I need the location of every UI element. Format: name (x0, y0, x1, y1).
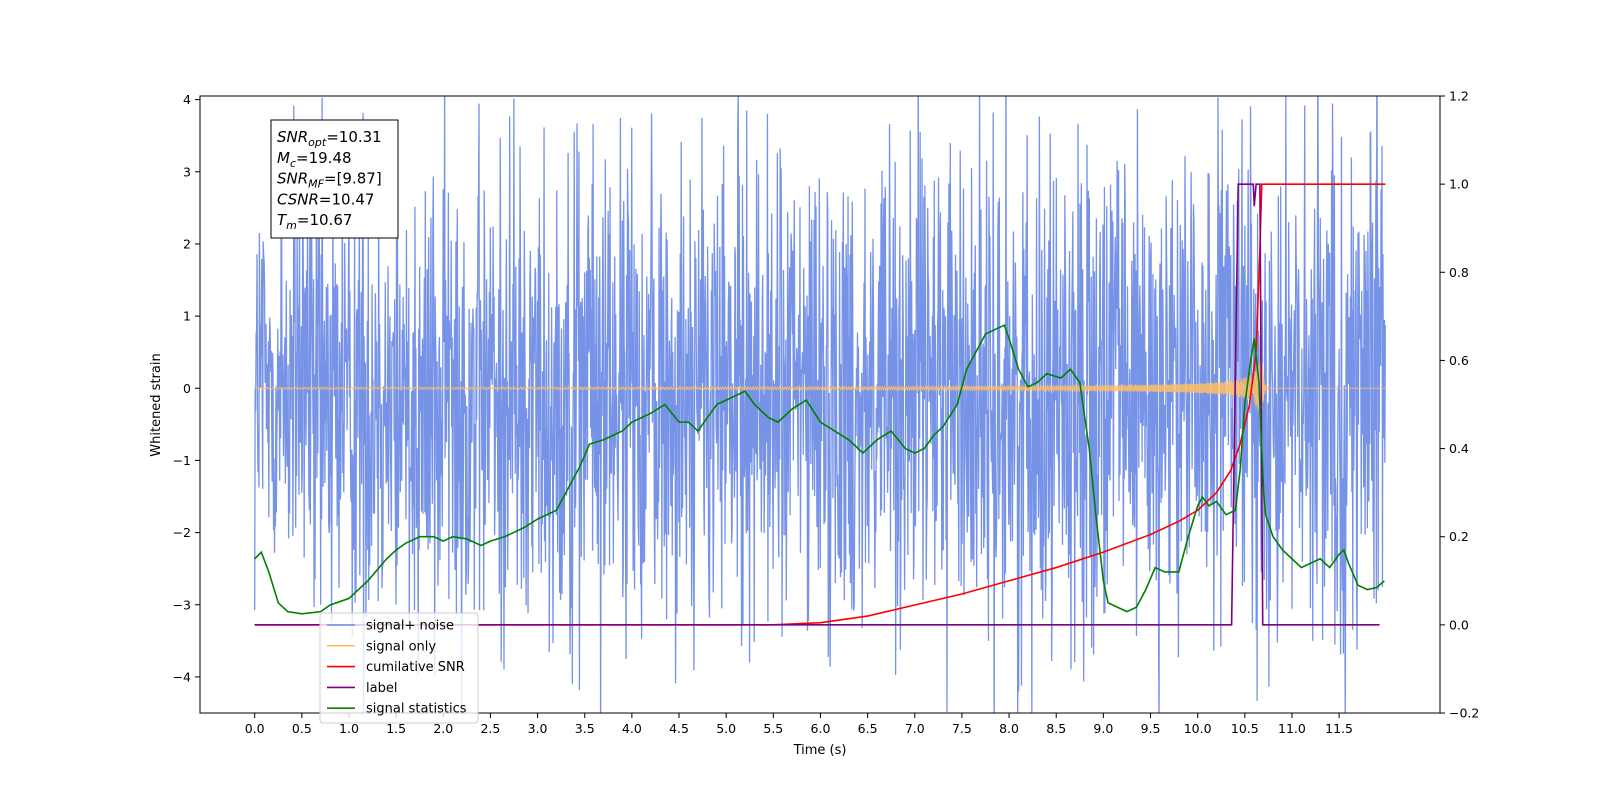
ticks-layer: 0.0 0.5 1.0 1.5 2.0 2.5 3.0 3.5 4.0 4.5 5.0 5.5 6.0 6… (173, 89, 1480, 737)
annotation-value: =19.48 (296, 149, 352, 167)
annotation-subscript: opt (308, 136, 327, 149)
series-signal-statistics (254, 324, 1385, 615)
x-tick-label: 0.0 (245, 721, 265, 736)
y-right-tick-label: 1.0 (1449, 177, 1469, 192)
annotation-line: SNRopt=10.31 (277, 128, 382, 149)
annotation-symbol: CSNR (277, 190, 319, 208)
y-tick-label: −2 (173, 525, 191, 540)
x-tick-label: 1.0 (339, 721, 359, 736)
annotation-value: =[9.87] (324, 170, 382, 188)
x-tick-label: 10.5 (1231, 721, 1259, 736)
legend-label: signal+ noise (366, 619, 454, 634)
annotation-line: CSNR=10.47 (277, 190, 374, 208)
annotation-subscript: c (290, 157, 296, 170)
annotation-symbol: T (277, 211, 288, 229)
x-tick-label: 3.5 (575, 721, 595, 736)
x-tick-label: 7.0 (905, 721, 925, 736)
y-right-tick-label: 0.8 (1449, 265, 1469, 280)
x-tick-label: 1.5 (386, 721, 406, 736)
x-tick-label: 2.0 (433, 721, 453, 736)
y-tick-label: 0 (183, 381, 191, 396)
y-right-tick-label: 0.4 (1449, 441, 1469, 456)
annotation-value: =10.31 (326, 128, 382, 146)
x-tick-label: 9.5 (1141, 721, 1161, 736)
y-right-tick-label: 0.6 (1449, 353, 1469, 368)
y-tick-label: −4 (173, 669, 191, 684)
annotation-line: Mc=19.48 (277, 149, 352, 170)
x-tick-label: 4.5 (669, 721, 689, 736)
x-tick-label: 8.5 (1046, 721, 1066, 736)
series-cumilative-snr (254, 183, 1386, 626)
x-tick-label: 5.5 (763, 721, 783, 736)
y-axis-label: Whitened strain (149, 353, 164, 456)
y-right-tick-label: 0.2 (1449, 529, 1469, 544)
x-tick-label: 8.0 (999, 721, 1019, 736)
annotation-value: =10.67 (297, 211, 353, 229)
annotation-symbol: SNR (277, 128, 308, 146)
y-tick-label: −1 (173, 453, 191, 468)
y-right-tick-label: 0.0 (1449, 617, 1469, 632)
legend-label: signal statistics (366, 702, 467, 717)
annotation-subscript: MF (308, 178, 324, 191)
y-tick-label: −3 (173, 597, 191, 612)
y-tick-label: 2 (183, 236, 191, 251)
annotation-symbol: M (277, 149, 290, 167)
x-tick-label: 10.0 (1184, 721, 1212, 736)
x-tick-label: 9.0 (1093, 721, 1113, 736)
legend-label: signal only (366, 639, 436, 654)
x-tick-label: 6.5 (858, 721, 878, 736)
x-tick-label: 3.0 (528, 721, 548, 736)
annotation-line: Tm=10.67 (277, 211, 352, 232)
x-tick-label: 11.5 (1325, 721, 1353, 736)
series-label (254, 183, 1380, 626)
legend-label: cumilative SNR (366, 660, 465, 675)
y-right-tick-label: −0.2 (1449, 706, 1479, 721)
x-tick-label: 2.5 (480, 721, 500, 736)
series-signal-only (254, 327, 1386, 429)
x-tick-label: 5.0 (716, 721, 736, 736)
y-tick-label: 1 (183, 309, 191, 324)
annotation-symbol: SNR (277, 170, 308, 188)
x-axis-label: Time (s) (793, 743, 847, 758)
annotation-frame (270, 119, 399, 239)
annotation-value: =10.47 (319, 190, 375, 208)
x-tick-label: 6.0 (811, 721, 831, 736)
stats-annotation-box: SNRopt=10.31Mc=19.48SNRMF=[9.87]CSNR=10.… (270, 119, 399, 239)
series-layer (254, 96, 1386, 713)
x-tick-label: 7.5 (952, 721, 972, 736)
x-tick-label: 0.5 (292, 721, 312, 736)
x-tick-label: 11.0 (1278, 721, 1306, 736)
series-signal-noise (254, 96, 1386, 713)
legend: signal+ noise signal only cumilative SNR la… (319, 612, 479, 724)
x-tick-label: 4.0 (622, 721, 642, 736)
legend-frame (319, 612, 479, 724)
y-tick-label: 4 (183, 92, 191, 107)
y-right-tick-label: 1.2 (1449, 89, 1469, 104)
annotation-subscript: m (286, 219, 297, 232)
legend-label: label (366, 681, 397, 696)
annotation-line: SNRMF=[9.87] (277, 170, 382, 191)
y-tick-label: 3 (183, 164, 191, 179)
